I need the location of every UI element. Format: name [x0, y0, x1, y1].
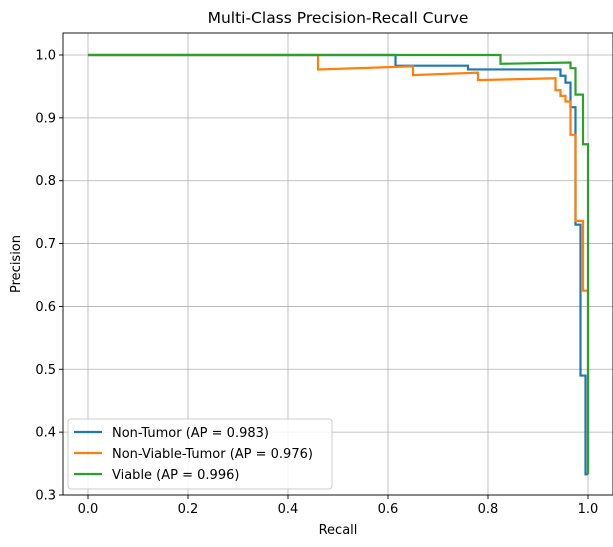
- legend-label-non-tumor: Non-Tumor (AP = 0.983): [112, 426, 269, 441]
- x-tick-label-4: 0.8: [478, 502, 499, 517]
- y-tick-label-5: 0.8: [35, 174, 56, 189]
- legend-frame: [67, 418, 333, 490]
- series-line-non-viable-tumor: [88, 53, 590, 475]
- plot-frame: [62, 32, 613, 496]
- series-line-non-tumor: [88, 53, 588, 476]
- series-line-viable: [88, 53, 590, 475]
- x-axis-title: Recall: [319, 523, 358, 538]
- y-tick-label-4: 0.7: [35, 237, 56, 252]
- y-tick-label-3: 0.6: [35, 300, 56, 315]
- y-axis-title: Precision: [9, 235, 24, 293]
- x-tick-label-0: 0.0: [78, 502, 99, 517]
- legend-label-non-viable-tumor: Non-Viable-Tumor (AP = 0.976): [112, 447, 313, 462]
- series-layer: [88, 53, 590, 476]
- y-tick-label-6: 0.9: [35, 111, 56, 126]
- legend: Non-Tumor (AP = 0.983) Non-Viable-Tumor …: [67, 418, 333, 490]
- legend-label-viable: Viable (AP = 0.996): [112, 468, 239, 483]
- legend-entry-non-tumor: Non-Tumor (AP = 0.983): [74, 426, 269, 441]
- x-tick-label-1: 0.2: [178, 502, 199, 517]
- y-tick-label-1: 0.4: [35, 426, 56, 441]
- x-tick-label-5: 1.0: [578, 502, 599, 517]
- x-tick-label-2: 0.4: [278, 502, 299, 517]
- legend-entry-non-viable-tumor: Non-Viable-Tumor (AP = 0.976): [74, 447, 313, 462]
- y-tick-label-7: 1.0: [35, 49, 56, 64]
- legend-entry-viable: Viable (AP = 0.996): [74, 468, 239, 483]
- y-tick-label-0: 0.3: [35, 489, 56, 504]
- chart-title: Multi-Class Precision-Recall Curve: [208, 9, 469, 27]
- y-tick-label-2: 0.5: [35, 363, 56, 378]
- x-tick-label-3: 0.6: [378, 502, 399, 517]
- tick-layer: 0.0 0.2 0.4 0.6 0.8 1.0 0.3 0.4 0.5 0.6 0.7 0.8 0.9 1…: [35, 49, 598, 518]
